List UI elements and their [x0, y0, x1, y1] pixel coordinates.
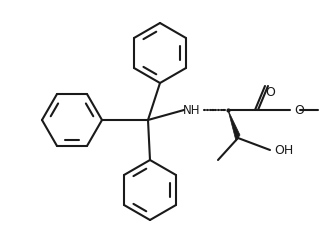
Text: NH: NH	[183, 104, 201, 116]
Text: OH: OH	[274, 144, 293, 157]
Text: O: O	[294, 104, 304, 116]
Polygon shape	[228, 110, 240, 141]
Text: O: O	[265, 85, 275, 99]
